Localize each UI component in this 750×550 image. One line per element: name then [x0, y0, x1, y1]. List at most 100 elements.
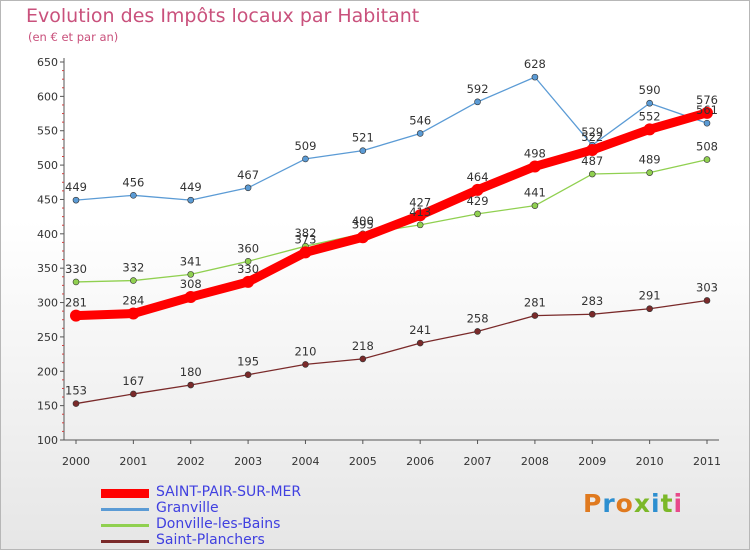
data-label: 487	[581, 154, 603, 168]
x-tick-label: 2002	[177, 455, 205, 468]
data-point	[359, 147, 367, 154]
data-label: 341	[180, 254, 202, 268]
y-tick-label: 450	[37, 193, 58, 206]
data-point	[356, 231, 369, 244]
legend-swatch	[101, 508, 149, 511]
data-point	[646, 99, 653, 107]
legend-item: Saint-Planchers	[101, 532, 401, 549]
data-label: 281	[65, 296, 87, 310]
data-label: 153	[65, 384, 87, 398]
data-label: 332	[122, 261, 144, 275]
data-label: 400	[352, 214, 374, 228]
data-label: 529	[581, 125, 603, 139]
legend-swatch	[101, 524, 149, 527]
data-point	[130, 277, 137, 284]
line-chart: 100 150 200 250 300 350 400 450 500 550 600 650 2000…	[37, 56, 721, 468]
logo-letter: x	[633, 489, 651, 518]
data-point	[359, 355, 367, 363]
data-label: 373	[294, 232, 316, 246]
y-tick-label: 150	[37, 400, 58, 413]
data-label: 552	[639, 109, 661, 123]
data-point	[701, 106, 713, 119]
logo-letter: i	[673, 489, 684, 518]
data-point	[72, 278, 80, 286]
y-tick-label: 550	[37, 125, 58, 138]
data-point	[474, 328, 481, 335]
data-label: 464	[467, 170, 489, 184]
legend-item: Donville-les-Bains	[101, 516, 401, 533]
logo-letter: t	[660, 489, 674, 518]
data-label: 456	[122, 175, 144, 189]
data-point	[703, 297, 711, 304]
y-tick-label: 650	[37, 56, 58, 69]
chart-subtitle: (en € et par an)	[28, 30, 119, 44]
data-point	[646, 169, 653, 176]
x-tick-label: 2001	[119, 455, 147, 468]
x-tick-label: 2003	[234, 455, 262, 468]
y-tick-label: 100	[37, 434, 58, 447]
data-label: 467	[237, 168, 259, 182]
data-label: 489	[639, 153, 661, 167]
legend-swatch	[101, 540, 149, 543]
data-label: 413	[409, 205, 431, 219]
data-point	[643, 123, 656, 136]
x-tick-label: 2008	[521, 455, 549, 468]
data-point	[531, 202, 539, 209]
y-tick-label: 300	[37, 297, 58, 310]
series-line-0	[71, 108, 712, 321]
legend-label: Donville-les-Bains	[156, 516, 281, 532]
data-point	[244, 184, 252, 192]
chart-title: Evolution des Impôts locaux par Habitant	[26, 5, 420, 27]
data-label: 303	[696, 280, 718, 294]
logo-letter: i	[651, 489, 661, 518]
proxiti-logo: Proxiti	[583, 489, 683, 518]
data-point	[588, 170, 596, 178]
data-point	[416, 221, 424, 229]
data-label: 449	[65, 180, 87, 194]
data-point	[416, 339, 424, 347]
x-tick-label: 2005	[349, 455, 377, 468]
data-label: 449	[180, 180, 202, 194]
data-point	[703, 119, 711, 127]
data-point	[586, 143, 599, 156]
data-point	[474, 98, 481, 106]
y-tick-label: 200	[37, 365, 58, 378]
data-label: 180	[180, 365, 202, 379]
data-label: 441	[524, 186, 546, 200]
data-label: 241	[409, 323, 431, 337]
legend-label: Granville	[156, 500, 219, 516]
data-point	[244, 371, 252, 379]
logo-letter: o	[615, 489, 634, 518]
legend-swatch	[101, 489, 149, 498]
data-point	[244, 258, 252, 265]
data-label: 427	[409, 195, 431, 209]
data-point	[703, 156, 711, 163]
data-label: 522	[581, 130, 603, 144]
data-label: 210	[294, 344, 316, 358]
y-tick-label: 400	[37, 228, 58, 241]
legend-item: SAINT-PAIR-SUR-MER	[101, 484, 401, 501]
y-tick-label: 600	[37, 90, 58, 103]
data-point	[471, 183, 484, 196]
data-label: 283	[581, 294, 603, 308]
legend-label: SAINT-PAIR-SUR-MER	[156, 484, 302, 500]
data-point	[187, 381, 195, 389]
data-point	[187, 271, 195, 278]
data-point	[72, 196, 80, 204]
data-point	[302, 155, 309, 163]
data-label: 576	[696, 93, 718, 107]
data-label: 590	[639, 83, 661, 97]
data-point	[70, 309, 82, 322]
data-label: 281	[524, 296, 546, 310]
data-label: 628	[524, 57, 546, 71]
logo-letter: P	[583, 489, 603, 518]
x-tick-label: 2011	[693, 455, 721, 468]
data-point	[531, 312, 539, 319]
x-tick-label: 2000	[62, 455, 90, 468]
y-tick-label: 500	[37, 159, 58, 172]
x-tick-label: 2010	[636, 455, 664, 468]
data-point	[474, 210, 481, 218]
data-label: 561	[696, 103, 718, 117]
data-point	[416, 130, 424, 137]
data-label: 395	[352, 217, 374, 231]
